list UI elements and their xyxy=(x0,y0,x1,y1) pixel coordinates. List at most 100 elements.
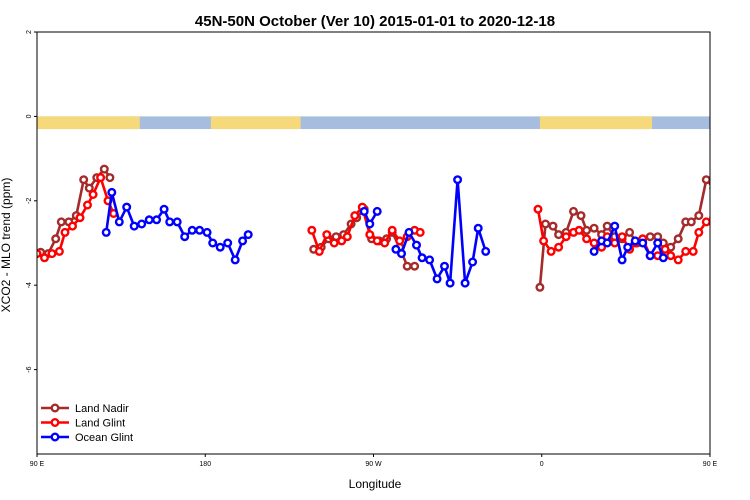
ocean-glint-point xyxy=(144,215,154,225)
chart-title: 45N-50N October (Ver 10) 2015-01-01 to 2… xyxy=(195,13,555,30)
land-nadir-point xyxy=(625,227,635,237)
x-tick-label: 90 E xyxy=(30,461,45,468)
land-glint-point xyxy=(415,227,425,237)
land-glint-point xyxy=(709,215,710,221)
land-nadir-point xyxy=(99,164,109,174)
land-glint-point xyxy=(82,200,92,210)
land-nadir-point xyxy=(84,183,94,193)
ocean-glint-point xyxy=(481,246,491,256)
y-tick-label: -6 xyxy=(26,366,33,372)
ocean-glint-point xyxy=(417,253,427,263)
ocean-glint-point xyxy=(159,204,169,214)
land-glint-point xyxy=(88,189,98,199)
ocean-glint-point xyxy=(404,227,414,237)
ocean-glint-point xyxy=(215,242,225,252)
land-glint-point xyxy=(688,246,698,256)
y-tick-label: 2 xyxy=(26,30,33,34)
ocean-glint-point xyxy=(172,217,182,227)
land-segment xyxy=(37,116,133,130)
land-nadir-point xyxy=(645,232,655,242)
land-glint-point xyxy=(739,212,746,219)
land-nadir-point xyxy=(673,234,683,244)
land-glint-point xyxy=(589,238,599,248)
land-glint-point xyxy=(694,227,704,237)
land-glint-point xyxy=(60,227,70,237)
land-glint-point xyxy=(67,221,77,231)
land-glint-point xyxy=(322,230,332,240)
land-nadir-point xyxy=(724,166,731,173)
legend-marker xyxy=(50,403,60,413)
land-glint-point xyxy=(337,236,347,246)
land-nadir-point xyxy=(709,185,710,191)
ocean-glint-point xyxy=(202,227,212,237)
ocean-glint-point xyxy=(195,225,205,235)
legend-item-land-glint: Land Glint xyxy=(41,418,125,430)
ocean-glint-line xyxy=(731,192,750,232)
land-nadir-point xyxy=(105,173,115,183)
legend-label: Ocean Glint xyxy=(75,432,133,444)
ocean-glint-point xyxy=(645,251,655,261)
ocean-glint-point xyxy=(610,221,620,231)
ocean-glint-point xyxy=(238,236,248,246)
land-glint-point xyxy=(365,230,375,240)
land-segment xyxy=(539,116,653,130)
land-nadir-point xyxy=(569,206,579,216)
land-glint-point xyxy=(329,238,339,248)
land-nadir-point xyxy=(56,217,66,227)
ocean-glint-point xyxy=(107,187,117,197)
x-tick-label: 0 xyxy=(540,461,544,468)
ocean-glint-point xyxy=(230,255,240,265)
land-glint-point xyxy=(307,225,317,235)
y-axis: 2 0 -2 -4 -6 xyxy=(26,30,37,373)
x-tick-label: 180 xyxy=(199,461,211,468)
ocean-glint-point xyxy=(468,257,478,267)
y-tick-label: -4 xyxy=(26,282,33,288)
x-axis: 90 E 180 90 W 0 90 E xyxy=(30,454,718,468)
x-tick-label: 90 E xyxy=(703,461,718,468)
y-tick-label: -2 xyxy=(26,198,33,204)
ocean-glint-point xyxy=(425,255,435,265)
series-land-glint xyxy=(37,173,746,265)
legend-label: Land Glint xyxy=(75,418,125,430)
land-nadir-line xyxy=(538,178,710,288)
land-glint-point xyxy=(718,191,725,198)
ocean-glint-point xyxy=(453,175,463,185)
land-glint-point xyxy=(733,198,740,205)
y-axis-label: XCO2 - MLO trend (ppm) xyxy=(0,178,13,313)
land-glint-point xyxy=(617,232,627,242)
land-segment xyxy=(210,116,301,130)
land-glint-point xyxy=(701,217,710,227)
x-axis-label: Longitude xyxy=(349,477,402,491)
land-nadir-point xyxy=(589,223,599,233)
land-glint-point xyxy=(666,251,676,261)
ocean-glint-point xyxy=(180,232,190,242)
land-nadir-point xyxy=(51,234,61,244)
ocean-glint-point xyxy=(432,274,442,284)
land-nadir-point xyxy=(541,219,551,229)
land-segment xyxy=(710,116,750,129)
land-nadir-point xyxy=(79,175,89,185)
ocean-glint-point xyxy=(617,255,627,265)
ocean-glint-point xyxy=(412,240,422,250)
ocean-glint-point xyxy=(114,217,124,227)
ocean-glint-point xyxy=(165,217,175,227)
land-glint-point xyxy=(342,232,352,242)
legend-item-ocean-glint: Ocean Glint xyxy=(41,432,133,444)
ocean-glint-point xyxy=(740,219,747,226)
ocean-glint-point xyxy=(208,238,218,248)
land-glint-point xyxy=(47,249,57,259)
land-nadir-point xyxy=(716,174,723,181)
land-nadir-point xyxy=(694,211,704,221)
land-nadir-point xyxy=(554,230,564,240)
ocean-glint-point xyxy=(589,246,599,256)
land-glint-line xyxy=(536,208,710,262)
land-nadir-point xyxy=(548,221,558,231)
ocean-glint-point xyxy=(638,238,648,248)
x-tick-label: 90 W xyxy=(365,461,382,468)
land-nadir-point xyxy=(410,261,420,271)
land-glint-point xyxy=(574,225,584,235)
land-glint-point xyxy=(96,173,106,183)
ocean-glint-point xyxy=(187,225,197,235)
ocean-glint-point xyxy=(129,221,139,231)
